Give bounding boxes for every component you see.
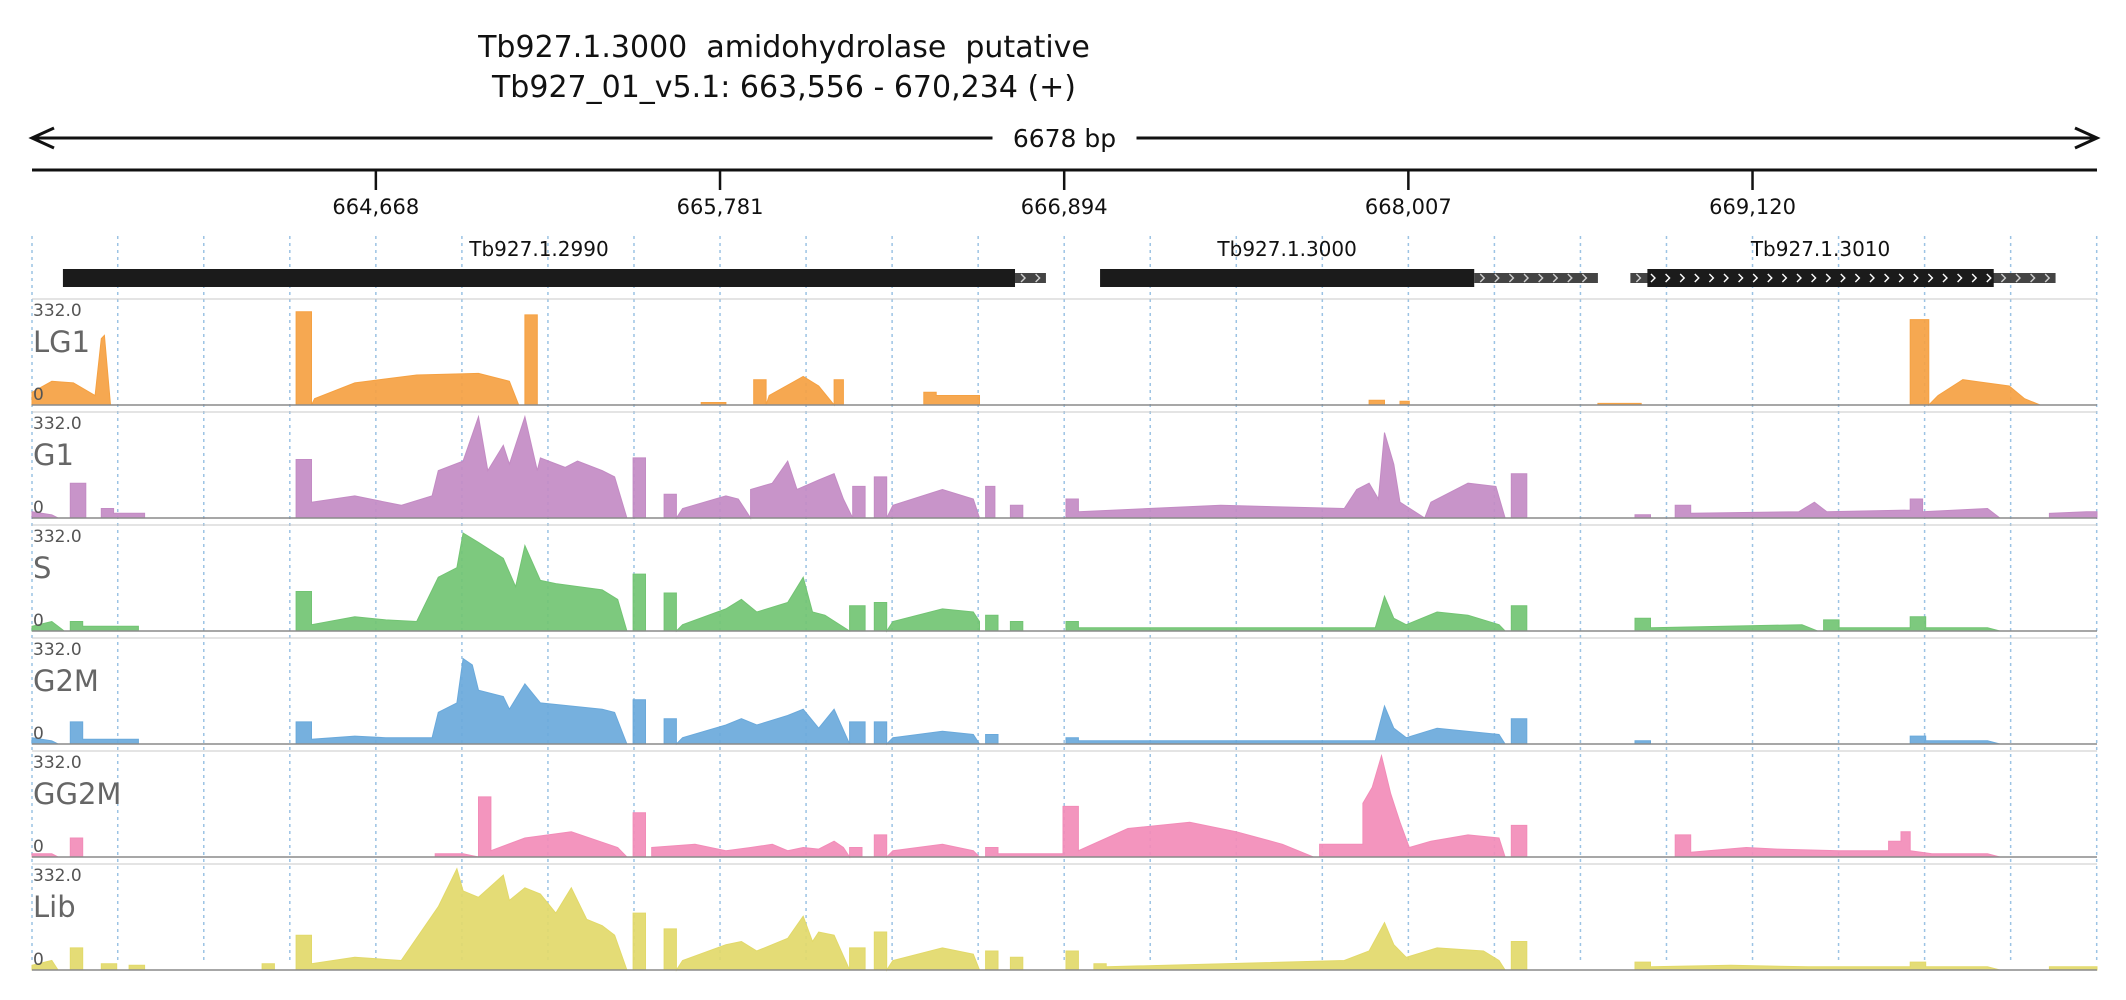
gene-strand-arrow	[1494, 273, 1500, 283]
track-name-s: S	[33, 551, 51, 585]
track-ymax-label: 332.0	[33, 527, 82, 547]
coverage-area-g2m	[31, 657, 2097, 746]
coverage-area-lib	[31, 867, 2098, 972]
gene-strand-arrow	[1913, 273, 1919, 283]
gene-strand-arrow	[1927, 273, 1934, 283]
ruler-tick-label: 669,120	[1709, 195, 1796, 219]
gene-strand-arrow	[1020, 273, 1027, 283]
gene-strand-arrow	[1840, 273, 1846, 283]
gene-strand-arrow	[1781, 273, 1788, 283]
gene-strand-arrow	[2015, 273, 2021, 283]
gene-utr	[1474, 273, 1598, 283]
gene-strand-arrow	[1508, 273, 1515, 283]
gene-label: Tb927.1.3010	[1750, 237, 1890, 261]
gene-strand-arrow	[1581, 273, 1588, 283]
gene-strand-arrow	[1538, 273, 1544, 283]
gene-strand-arrow	[1971, 273, 1978, 283]
gene-strand-arrow	[1767, 273, 1773, 283]
coverage-area-s	[31, 532, 2097, 633]
gene-label: Tb927.1.2990	[468, 237, 608, 261]
ruler-tick-label: 668,007	[1365, 195, 1452, 219]
ruler-tick-label: 666,894	[1021, 195, 1108, 219]
gene-strand-arrow	[1796, 273, 1802, 283]
gene-cds	[1100, 269, 1475, 287]
track-ymin-label: 0	[33, 611, 44, 631]
gene-strand-arrow	[1738, 273, 1744, 283]
gene-strand-arrow	[1650, 273, 1656, 283]
gene-strand-arrow	[1957, 273, 1963, 283]
gene-strand-arrow	[1679, 273, 1686, 283]
gene-strand-arrow	[1567, 273, 1573, 283]
chart-title: Tb927.1.3000 amidohydrolase putative	[478, 30, 1090, 65]
track-ymax-label: 332.0	[33, 866, 82, 886]
span-label-bg	[992, 122, 1137, 154]
gene-strand-arrow	[1898, 273, 1905, 283]
gene-strand-arrow	[1694, 273, 1700, 283]
gene-strand-arrow	[1869, 273, 1875, 283]
gene-cds	[1647, 269, 1994, 287]
gene-strand-arrow	[1552, 273, 1559, 283]
track-name-g2m: G2M	[33, 664, 99, 698]
gene-strand-arrow	[2030, 273, 2036, 283]
gene-strand-arrow	[1752, 273, 1759, 283]
span-arrow-left-head	[28, 126, 55, 150]
gene-utr	[1015, 273, 1046, 283]
gene-strand-arrow	[1986, 273, 1992, 283]
gene-strand-arrow	[2044, 273, 2051, 283]
gene-strand-arrow	[1665, 273, 1671, 283]
span-arrow-right-head	[2074, 126, 2101, 150]
ruler-tick-label: 665,781	[677, 195, 764, 219]
gene-strand-arrow	[1635, 273, 1642, 283]
track-name-g1: G1	[33, 438, 74, 472]
gene-strand-arrow	[1723, 273, 1729, 283]
track-ymin-label: 0	[33, 950, 44, 970]
track-ymax-label: 332.0	[33, 753, 82, 773]
track-name-lib: Lib	[33, 890, 76, 924]
track-ymin-label: 0	[33, 385, 44, 405]
gene-strand-arrow	[1811, 273, 1817, 283]
track-ymin-label: 0	[33, 498, 44, 518]
span-label: 6678 bp	[1013, 124, 1116, 153]
gene-strand-arrow	[1942, 273, 1948, 283]
gene-strand-arrow	[1884, 273, 1890, 283]
gene-strand-arrow	[1708, 273, 1715, 283]
ruler-tick-label: 664,668	[332, 195, 419, 219]
track-name-lg1: LG1	[33, 325, 90, 359]
gene-strand-arrow	[1035, 273, 1041, 283]
track-name-gg2m: GG2M	[33, 777, 121, 811]
gene-cds	[62, 269, 1016, 287]
gene-strand-arrow	[1479, 273, 1486, 283]
gene-strand-arrow	[1825, 273, 1832, 283]
coverage-area-gg2m	[31, 753, 2097, 859]
gene-strand-arrow	[1854, 273, 1861, 283]
track-ymax-label: 332.0	[33, 640, 82, 660]
gene-strand-arrow	[1523, 273, 1530, 283]
track-ymax-label: 332.0	[33, 414, 82, 434]
gene-label: Tb927.1.3000	[1216, 237, 1356, 261]
track-ymin-label: 0	[33, 724, 44, 744]
track-ymin-label: 0	[33, 837, 44, 857]
track-ymax-label: 332.0	[33, 301, 82, 321]
gene-strand-arrow	[2000, 273, 2007, 283]
chart-subtitle: Tb927_01_v5.1: 663,556 - 670,234 (+)	[491, 70, 1076, 105]
coverage-area-g1	[31, 414, 2098, 520]
